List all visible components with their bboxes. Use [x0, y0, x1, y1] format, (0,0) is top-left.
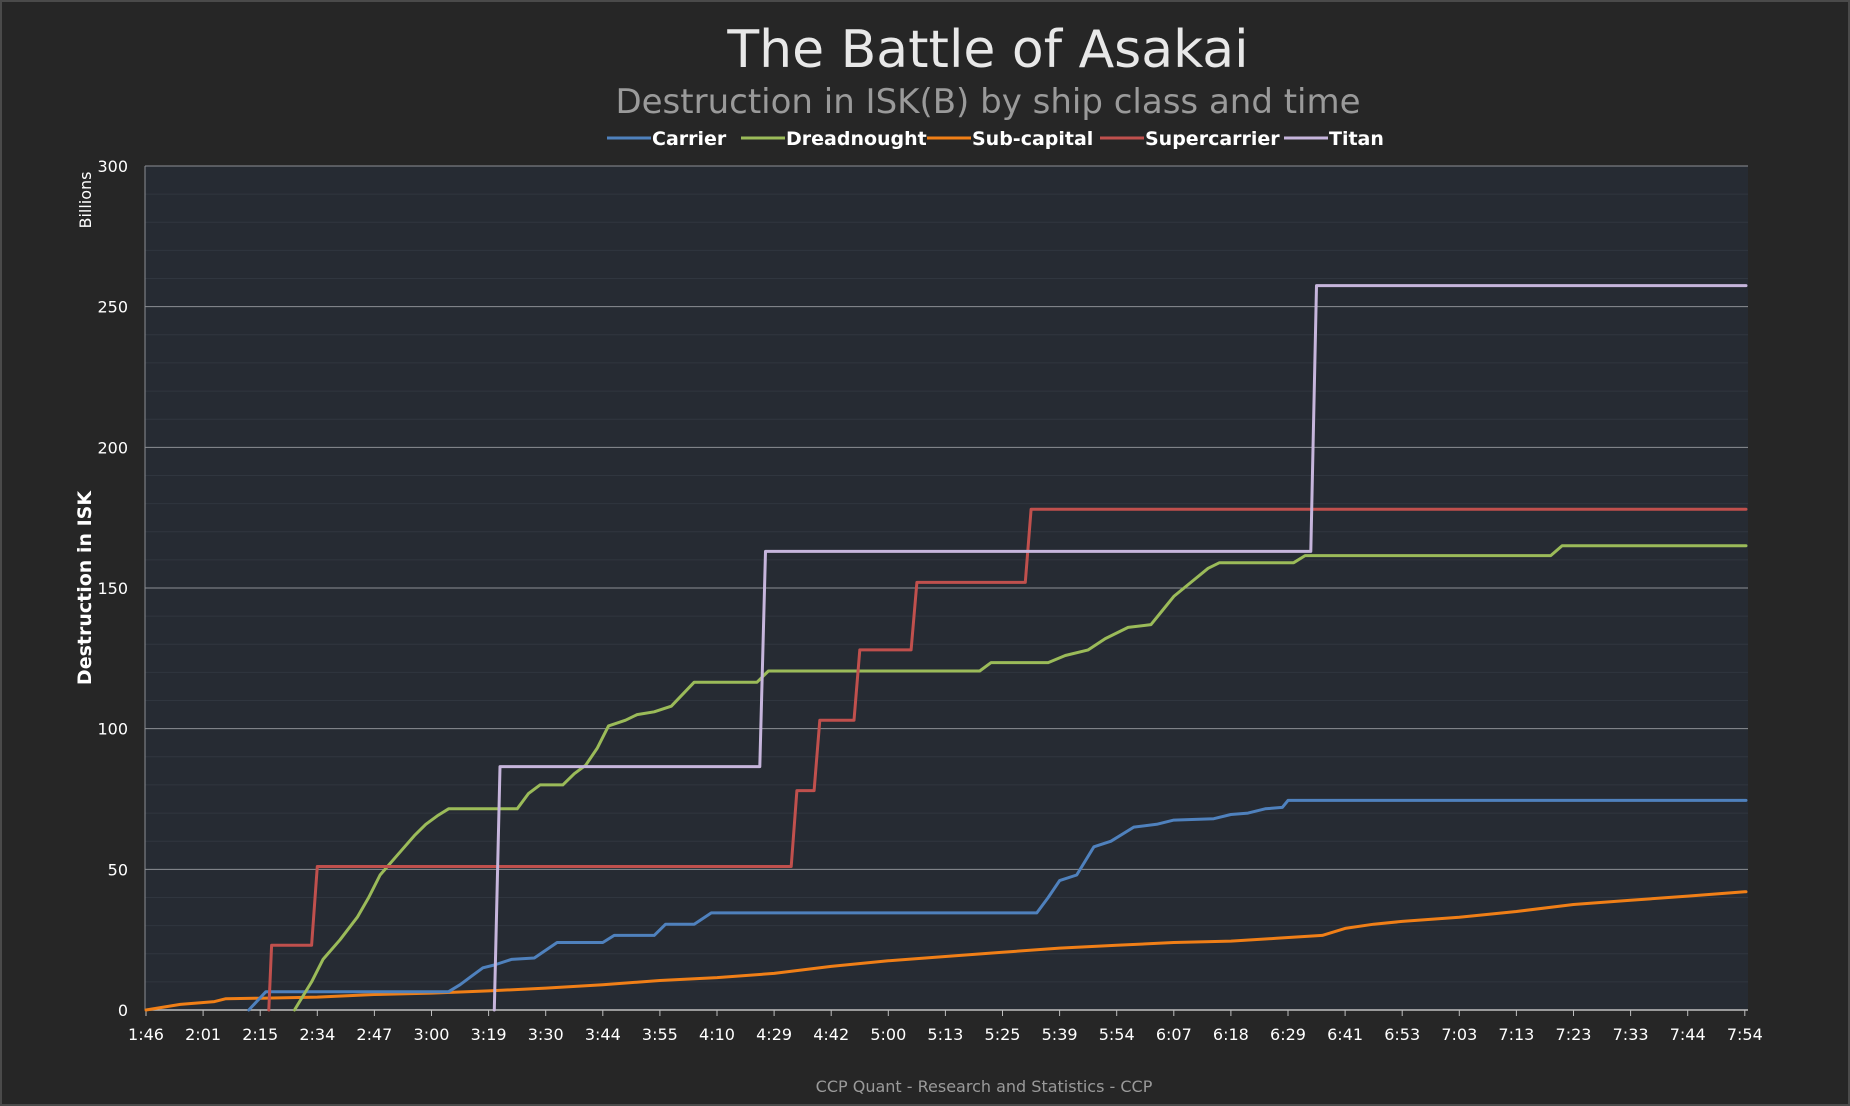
- y-axis-unit: Billions: [76, 171, 95, 228]
- series-layer: [144, 284, 1748, 1012]
- major-grid: [145, 165, 1748, 870]
- y-tick-label: 50: [108, 860, 128, 879]
- x-tick-label: 5:00: [870, 1025, 906, 1044]
- x-tick-label: 6:07: [1156, 1025, 1192, 1044]
- x-tick-label: 4:42: [813, 1025, 849, 1044]
- x-tick-label: 4:10: [699, 1025, 735, 1044]
- chart-subtitle: Destruction in ISK(B) by ship class and …: [615, 82, 1360, 122]
- x-tick-label: 6:29: [1270, 1025, 1306, 1044]
- y-tick-label: 150: [97, 579, 128, 598]
- series-line-carrier: [247, 798, 1748, 1012]
- x-tick-label: 7:44: [1670, 1025, 1706, 1044]
- y-axis-title: Destruction in ISK: [74, 490, 96, 685]
- x-tick-label: 3:55: [642, 1025, 678, 1044]
- legend-label: Carrier: [652, 128, 727, 150]
- x-tick-label: 6:53: [1384, 1025, 1420, 1044]
- chart-credit: CCP Quant - Research and Statistics - CC…: [816, 1077, 1153, 1096]
- x-tick-label: 2:15: [242, 1025, 278, 1044]
- x-tick-label: 3:00: [414, 1025, 450, 1044]
- axes: [144, 166, 1748, 1016]
- x-tick-label: 5:13: [927, 1025, 963, 1044]
- x-tick-label: 6:41: [1327, 1025, 1363, 1044]
- y-tick-label: 0: [118, 1001, 128, 1020]
- x-tick-label: 5:25: [985, 1025, 1021, 1044]
- series-line-titan: [492, 284, 1748, 1012]
- x-tick-label: 7:23: [1556, 1025, 1592, 1044]
- y-tick-label: 300: [97, 157, 128, 176]
- legend-label: Supercarrier: [1145, 128, 1280, 150]
- x-tick-label: 6:18: [1213, 1025, 1249, 1044]
- y-tick-label: 200: [97, 438, 128, 457]
- x-tick-label: 2:34: [299, 1025, 335, 1044]
- x-tick-label: 5:39: [1042, 1025, 1078, 1044]
- x-tick-label: 2:01: [185, 1025, 221, 1044]
- x-tick-label: 5:54: [1099, 1025, 1135, 1044]
- series-line-dreadnought: [293, 544, 1748, 1012]
- y-tick-label: 250: [97, 298, 128, 317]
- x-tick-label: 1:46: [128, 1025, 164, 1044]
- series-line-sub-capital: [144, 890, 1748, 1012]
- legend: Carrier Dreadnought Sub-capital Supercarrie…: [607, 128, 1384, 150]
- series-line-supercarrier: [267, 507, 1748, 1012]
- x-tick-label: 4:29: [756, 1025, 792, 1044]
- chart-title: The Battle of Asakai: [726, 20, 1248, 80]
- x-tick-label: 3:44: [585, 1025, 621, 1044]
- legend-label: Titan: [1329, 128, 1384, 150]
- x-tick-label: 7:03: [1441, 1025, 1477, 1044]
- y-tick-labels: 0 50 100 150 200 250 300: [97, 157, 128, 1020]
- y-tick-label: 100: [97, 720, 128, 739]
- x-tick-label: 7:13: [1498, 1025, 1534, 1044]
- legend-label: Sub-capital: [972, 128, 1093, 150]
- x-tick-label: 3:30: [528, 1025, 564, 1044]
- x-tick-label: 2:47: [356, 1025, 392, 1044]
- x-tick-label: 7:33: [1613, 1025, 1649, 1044]
- x-tick-label: 3:19: [471, 1025, 507, 1044]
- legend-label: Dreadnought: [786, 128, 927, 150]
- x-tick-labels: 1:46 2:01 2:15 2:34 2:47 3:00 3:19 3:30 3:44 3:55…: [128, 1025, 1763, 1044]
- x-tick-label: 7:54: [1727, 1025, 1763, 1044]
